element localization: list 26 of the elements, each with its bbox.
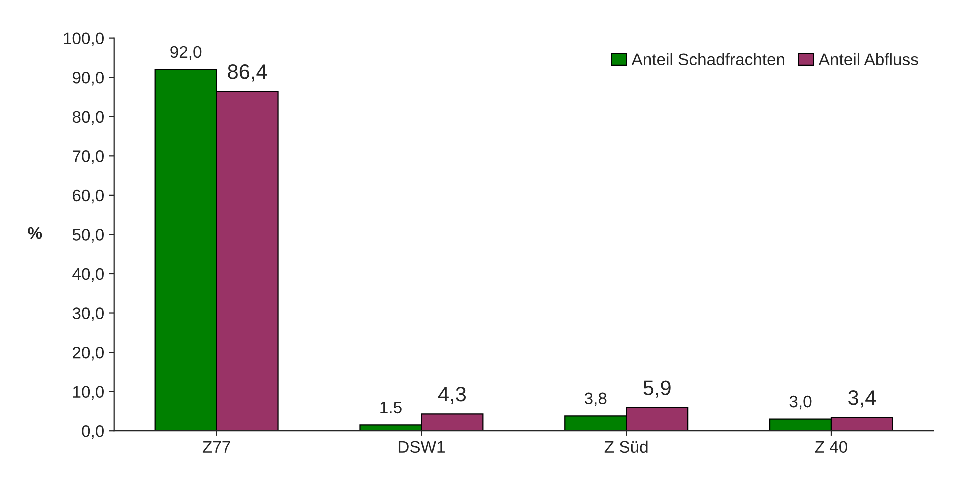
- data-label: 3,0: [790, 396, 812, 410]
- x-tick-label: DSW1: [398, 441, 445, 454]
- y-axis-title: %: [28, 227, 42, 240]
- data-label: 4,3: [438, 387, 466, 404]
- y-tick-label: 10,0: [73, 386, 104, 400]
- y-tick-label: 90,0: [72, 72, 104, 86]
- data-label: 5,9: [644, 380, 671, 398]
- y-tick-label: 40,0: [72, 268, 104, 282]
- y-tick-label: 30,0: [72, 308, 104, 322]
- data-label: 1.5: [380, 402, 402, 414]
- data-label: 92,0: [170, 46, 202, 60]
- y-tick-label: 60,0: [73, 190, 104, 204]
- y-tick-label: 80,0: [72, 111, 104, 126]
- data-label: 86,4: [228, 64, 268, 82]
- y-tick-label: 20,0: [73, 346, 104, 361]
- y-tick-label: 0,0: [82, 426, 104, 440]
- x-tick-label: Z77: [202, 441, 230, 453]
- y-tick-label: 100,0: [64, 32, 104, 46]
- data-label: 3,4: [848, 390, 876, 408]
- y-tick-label: 50,0: [72, 229, 104, 243]
- y-tick-label: 70,0: [73, 150, 104, 164]
- legend-label: Anteil Abfluss: [818, 53, 918, 66]
- x-tick-label: Z 40: [815, 441, 848, 454]
- x-tick-label: Z Süd: [604, 440, 648, 454]
- legend-label: Anteil Schadfrachten: [632, 53, 784, 66]
- data-label: 3,8: [584, 392, 607, 407]
